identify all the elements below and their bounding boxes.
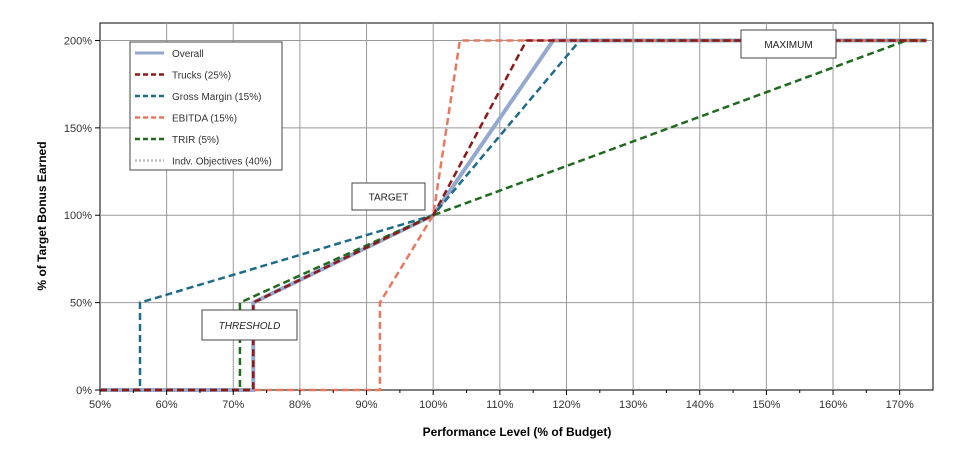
y-tick-label: 0% <box>76 385 92 397</box>
annotation-box <box>201 309 298 341</box>
x-tick-label: 130% <box>619 399 647 411</box>
annotation-box <box>740 29 837 59</box>
y-tick-label: 150% <box>64 123 92 135</box>
legend-label: EBITDA (15%) <box>172 114 237 125</box>
x-tick-label: 140% <box>686 399 714 411</box>
annotation-threshold: THRESHOLD <box>219 321 281 332</box>
series-line-trucks <box>100 39 927 392</box>
x-tick-label: 150% <box>752 399 780 411</box>
x-tick-label: 100% <box>419 399 447 411</box>
annotation-target: TARGET <box>369 193 409 204</box>
x-tick-label: 70% <box>222 399 244 411</box>
y-axis-label: % of Target Bonus Earned <box>35 141 49 290</box>
x-axis-label: Performance Level (% of Budget) <box>423 425 612 439</box>
x-tick-label: 80% <box>289 399 311 411</box>
legend-label: TRIR (5%) <box>172 135 219 146</box>
x-tick-label: 110% <box>486 399 514 411</box>
x-tick-label: 90% <box>356 399 378 411</box>
y-tick-label: 50% <box>70 298 92 310</box>
x-tick-label: 50% <box>89 399 111 411</box>
annotation-box <box>351 182 426 211</box>
x-tick-label: 60% <box>156 399 178 411</box>
y-tick-label: 100% <box>64 210 92 222</box>
legend-label: Overall <box>172 49 204 60</box>
legend-box <box>129 41 283 171</box>
legend-label: Indv. Objectives (40%) <box>172 157 272 168</box>
legend-label: Gross Margin (15%) <box>172 92 261 103</box>
x-tick-label: 160% <box>819 399 847 411</box>
legend-label: Trucks (25%) <box>172 71 231 82</box>
x-tick-label: 120% <box>552 399 580 411</box>
annotation-maximum: MAXIMUM <box>764 40 812 51</box>
legend: Overall Trucks (25%) Gross Margin (15%) EBI… <box>129 41 283 171</box>
y-tick-label: 200% <box>64 35 92 47</box>
x-tick-label: 170% <box>886 399 914 411</box>
